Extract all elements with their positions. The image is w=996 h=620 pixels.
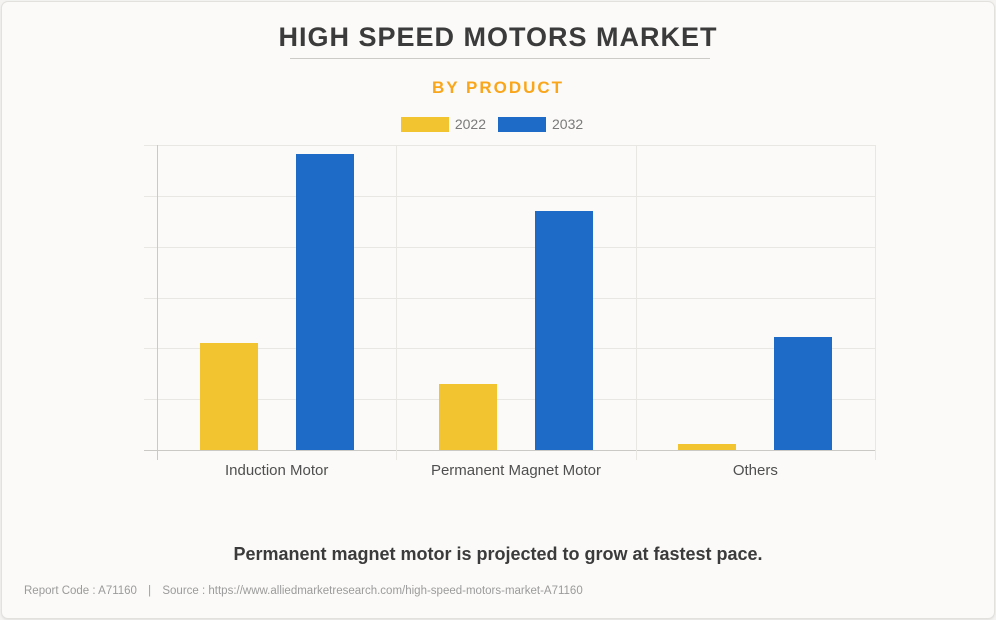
category-label-text: Others <box>732 462 778 479</box>
legend-swatch-2032 <box>498 116 546 132</box>
y-gridline <box>144 145 875 146</box>
category-label-induction-motor: Induction Motor <box>157 459 396 482</box>
category-label-text: Permanent Magnet Motor <box>430 462 602 479</box>
chart-subtitle: BY PRODUCT <box>431 78 565 97</box>
report-footnote: Report Code : A71160 | Source : https://… <box>24 585 583 597</box>
chart-legend: 2022 2032 <box>2 116 994 132</box>
bar-2022-others <box>678 444 737 450</box>
legend-swatch-2022 <box>400 116 449 132</box>
y-gridline <box>144 246 875 248</box>
bar-2022-induction-motor <box>199 343 258 450</box>
x-axis-line <box>144 450 875 451</box>
y-gridline <box>144 348 875 350</box>
category-label-permanent-magnet-motor: Permanent Magnet Motor <box>396 459 635 482</box>
y-gridline <box>144 195 875 197</box>
bar-2022-permanent-magnet-motor <box>439 384 497 450</box>
bar-2032-induction-motor <box>295 154 354 450</box>
y-gridline <box>144 399 875 401</box>
x-gridline <box>396 145 398 460</box>
legend-label-2022: 2022 <box>454 116 486 132</box>
legend-label-2032: 2032 <box>552 116 584 132</box>
source-url: Source : https://www.alliedmarketresearc… <box>162 585 583 597</box>
footnote-separator: | <box>148 585 152 597</box>
y-gridline <box>144 297 875 299</box>
report-code: Report Code : A71160 <box>24 585 137 597</box>
y-axis-line <box>157 145 158 460</box>
x-gridline <box>875 145 876 460</box>
x-gridline <box>635 145 637 460</box>
bar-chart-plot-area <box>144 145 876 460</box>
insight-headline: Permanent magnet motor is projected to g… <box>233 544 763 564</box>
chart-title: HIGH SPEED MOTORS MARKET <box>278 22 718 52</box>
category-label-others: Others <box>636 459 875 482</box>
category-label-text: Induction Motor <box>224 462 329 479</box>
title-divider <box>290 58 710 59</box>
bar-2032-permanent-magnet-motor <box>535 211 593 450</box>
bar-2032-others <box>774 337 833 450</box>
x-axis-labels: Induction Motor Permanent Magnet Motor Oth… <box>157 459 875 482</box>
